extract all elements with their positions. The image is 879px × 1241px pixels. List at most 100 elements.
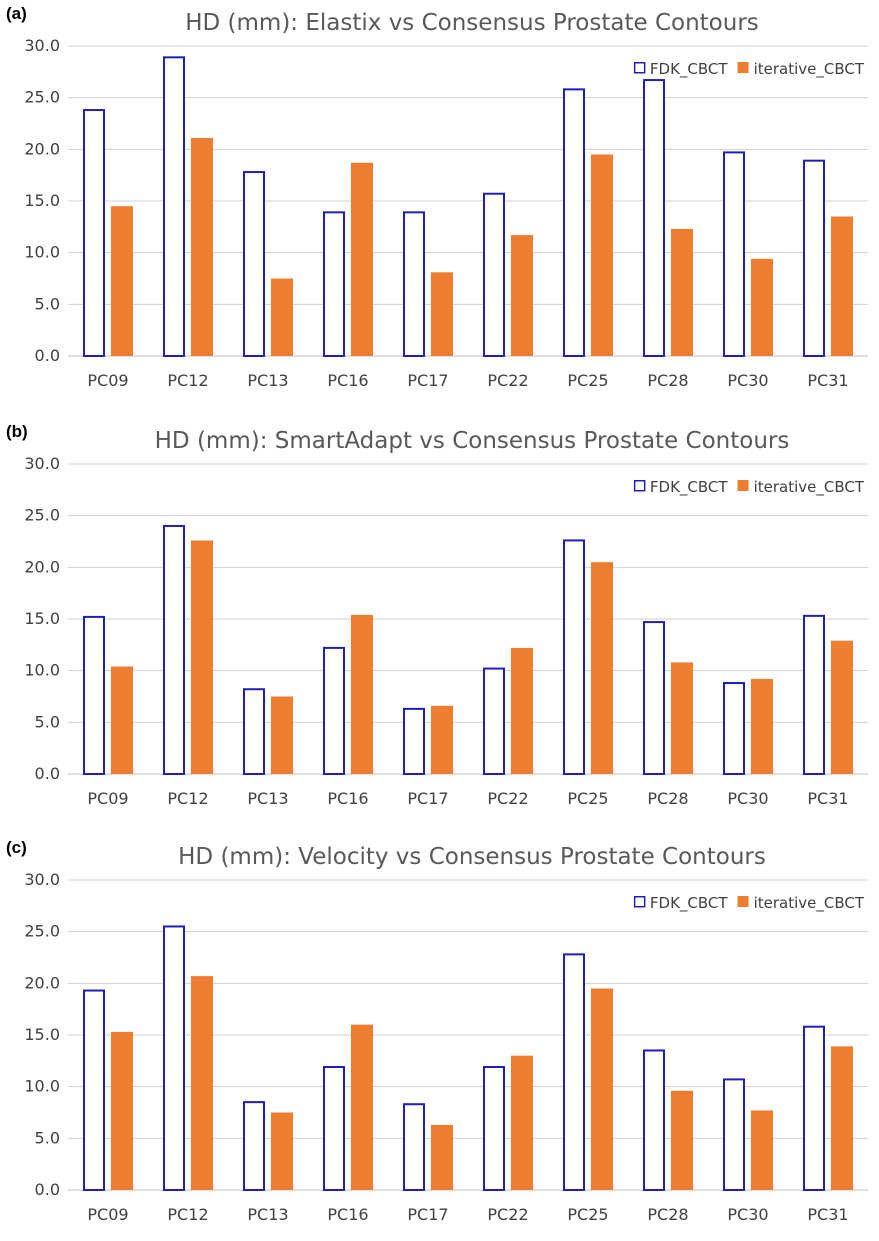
y-tick-label: 25.0 [24,88,60,107]
bar-fdk-cbct [483,1066,505,1191]
y-tick-label: 15.0 [24,1025,60,1044]
y-tick-label: 20.0 [24,557,60,576]
y-tick-label: 25.0 [24,506,60,525]
bar-iterative-cbct [511,235,533,356]
y-tick-label: 0.0 [35,346,60,365]
bar-iterative-cbct [671,662,693,774]
x-tick-label: PC12 [167,371,208,390]
x-tick-label: PC09 [87,371,128,390]
bar-fdk-cbct [323,1066,345,1191]
x-tick-label: PC25 [567,371,608,390]
x-tick-label: PC17 [407,789,448,808]
chart-panel-c: (c) HD (mm): Velocity vs Consensus Prost… [0,834,879,1241]
chart-title: HD (mm): Velocity vs Consensus Prostate … [178,844,766,870]
x-tick-label: PC30 [727,789,768,808]
legend-swatch-iterative [737,480,749,491]
bar-iterative-cbct [831,1046,853,1190]
y-tick-label: 30.0 [24,36,60,55]
chart-panel-a: (a) HD (mm): Elastix vs Consensus Prosta… [0,0,879,410]
bar-fdk-cbct [403,1103,425,1192]
x-tick-label: PC28 [647,789,688,808]
bar-iterative-cbct [431,705,453,774]
bar-fdk-cbct [803,1025,825,1191]
bar-fdk-cbct [83,615,105,775]
bar-iterative-cbct [751,678,773,774]
bar-iterative-cbct [831,216,853,356]
y-tick-label: 15.0 [24,609,60,628]
bar-iterative-cbct [351,162,373,356]
bar-fdk-cbct [723,151,745,357]
x-tick-label: PC09 [87,1205,128,1224]
chart-title: HD (mm): Elastix vs Consensus Prostate C… [185,10,759,36]
bar-fdk-cbct [723,1078,745,1191]
x-tick-label: PC28 [647,1205,688,1224]
bar-fdk-cbct [163,925,185,1191]
x-tick-label: PC13 [247,1205,288,1224]
legend-label-iterative: iterative_CBCT [754,60,865,79]
bar-fdk-cbct [323,646,345,775]
x-tick-label: PC22 [487,371,528,390]
bar-fdk-cbct [403,211,425,357]
bar-fdk-cbct [483,192,505,357]
bar-fdk-cbct [243,688,265,776]
x-tick-label: PC13 [247,371,288,390]
x-tick-label: PC09 [87,789,128,808]
panel-label: (a) [6,4,27,23]
y-tick-label: 5.0 [35,712,60,731]
bar-iterative-cbct [111,1031,133,1190]
bar-iterative-cbct [671,228,693,356]
x-tick-label: PC13 [247,789,288,808]
bar-fdk-cbct [563,539,585,775]
x-tick-label: PC31 [807,371,848,390]
y-tick-label: 20.0 [24,139,60,158]
x-tick-label: PC17 [407,371,448,390]
bar-iterative-cbct [751,258,773,356]
x-tick-label: PC31 [807,1205,848,1224]
bar-chart-a: HD (mm): Elastix vs Consensus Prostate C… [24,10,868,390]
bar-iterative-cbct [351,614,373,774]
bar-fdk-cbct [563,88,585,357]
legend-swatch-fdk [633,896,646,908]
y-tick-label: 15.0 [24,191,60,210]
legend-swatch-fdk [633,62,646,74]
bar-iterative-cbct [271,278,293,356]
x-tick-label: PC25 [567,789,608,808]
bar-iterative-cbct [591,154,613,356]
bar-iterative-cbct [191,137,213,356]
y-tick-label: 25.0 [24,922,60,941]
bar-iterative-cbct [431,272,453,356]
bar-fdk-cbct [243,171,265,357]
bar-iterative-cbct [111,666,133,774]
legend-label-fdk: FDK_CBCT [650,60,728,79]
x-tick-label: PC12 [167,789,208,808]
legend-swatch-fdk [633,480,646,492]
panel-label: (c) [6,838,27,857]
bar-chart-b: HD (mm): SmartAdapt vs Consensus Prostat… [24,428,868,808]
legend-label-fdk: FDK_CBCT [650,894,728,913]
bar-fdk-cbct [643,1049,665,1191]
y-tick-label: 30.0 [24,454,60,473]
bar-fdk-cbct [163,56,185,357]
bar-iterative-cbct [591,562,613,774]
x-tick-label: PC16 [327,789,368,808]
bar-iterative-cbct [191,976,213,1190]
bar-fdk-cbct [643,79,665,357]
legend-swatch-iterative [737,896,749,907]
y-tick-label: 10.0 [24,1077,60,1096]
y-tick-label: 5.0 [35,1128,60,1147]
y-tick-label: 0.0 [35,1180,60,1199]
x-tick-label: PC25 [567,1205,608,1224]
y-tick-label: 5.0 [35,294,60,313]
bar-iterative-cbct [271,696,293,774]
x-tick-label: PC30 [727,371,768,390]
x-tick-label: PC16 [327,371,368,390]
bar-iterative-cbct [271,1112,293,1190]
bar-fdk-cbct [483,667,505,775]
bar-iterative-cbct [111,206,133,356]
bar-iterative-cbct [511,647,533,774]
y-tick-label: 10.0 [24,661,60,680]
x-tick-label: PC28 [647,371,688,390]
bar-iterative-cbct [191,540,213,774]
legend-label-fdk: FDK_CBCT [650,478,728,497]
bar-iterative-cbct [511,1055,533,1190]
